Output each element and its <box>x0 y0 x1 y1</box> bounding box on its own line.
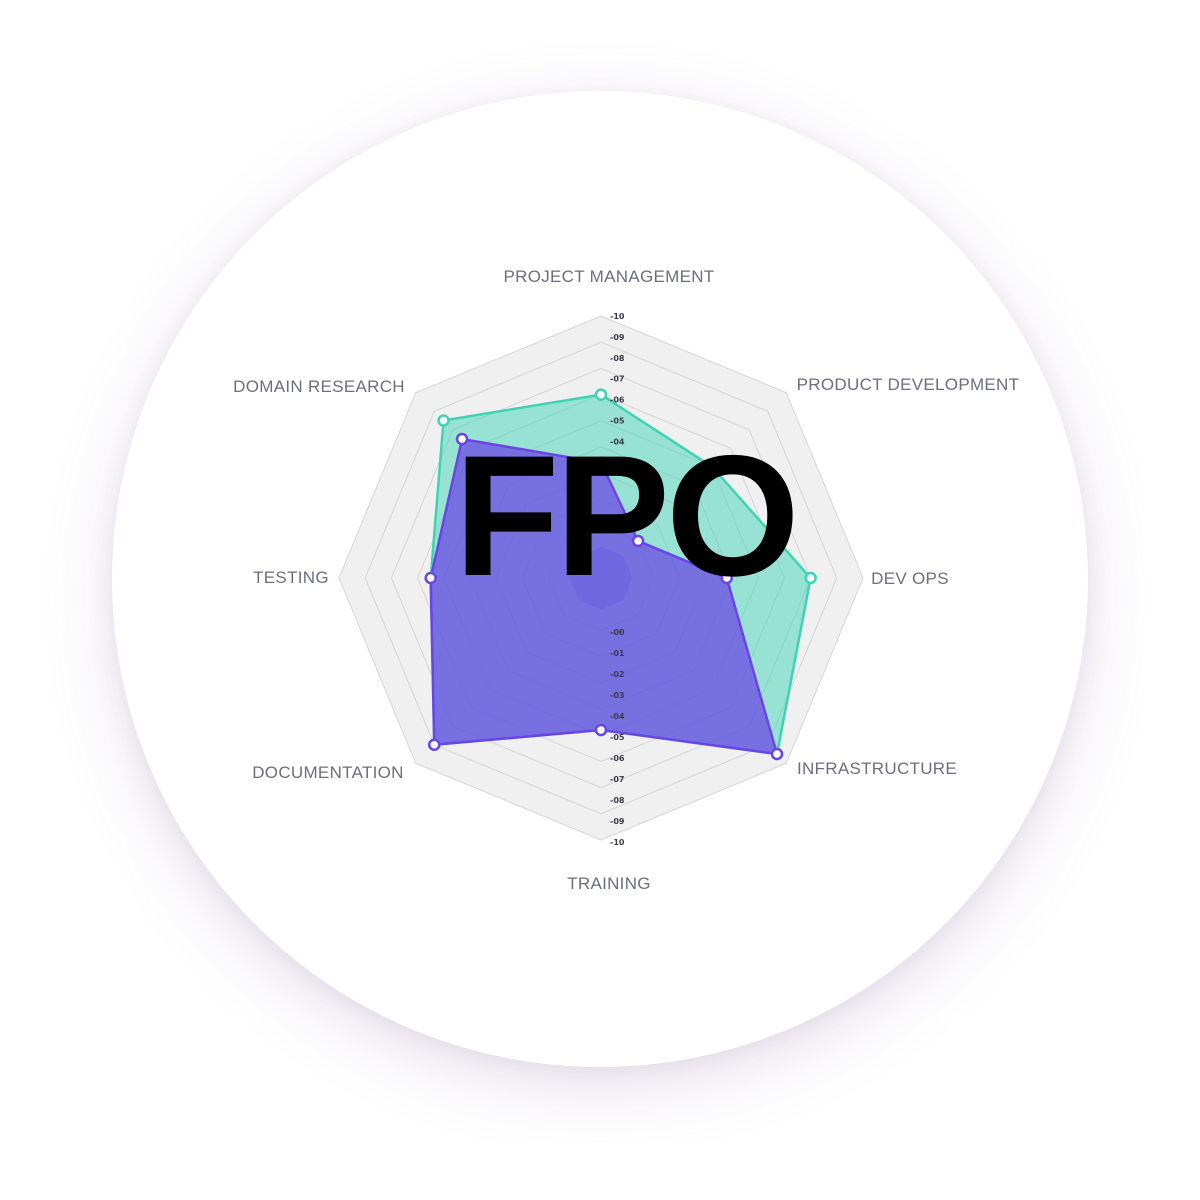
tick-label: -01 <box>610 649 625 658</box>
tick-label: -06 <box>610 396 625 405</box>
series-teal-point <box>594 388 608 401</box>
tick-label: -04 <box>610 712 625 721</box>
tick-label: -09 <box>610 817 625 826</box>
axis-label: PRODUCT DEVELOPMENT <box>797 375 1020 394</box>
axis-label: DOCUMENTATION <box>252 763 404 782</box>
tick-label: -00 <box>610 628 625 637</box>
tick-label: -09 <box>610 333 625 342</box>
series-purple-point <box>455 432 469 446</box>
tick-label: -08 <box>610 796 625 805</box>
series-purple-point <box>720 571 734 585</box>
axis-label: DOMAIN RESEARCH <box>233 377 405 396</box>
series-purple-point <box>594 723 608 737</box>
tick-label: -10 <box>610 838 625 847</box>
axis-label: PROJECT MANAGEMENT <box>504 267 715 286</box>
tick-label: -02 <box>610 670 624 679</box>
series-purple-point <box>631 534 645 548</box>
tick-label: -07 <box>610 375 624 384</box>
series-teal-point <box>437 414 450 427</box>
tick-label: -04 <box>610 437 625 446</box>
series-purple-point <box>770 747 784 761</box>
series-teal-point <box>705 460 719 474</box>
tick-label: -08 <box>610 354 625 363</box>
radar-series <box>424 388 817 761</box>
tick-label: -10 <box>610 312 625 321</box>
tick-label: -05 <box>610 417 625 426</box>
axis-label: TESTING <box>253 568 329 587</box>
series-purple-point <box>428 738 441 751</box>
fpo-watermark: FPO <box>454 420 800 612</box>
series-teal-point <box>804 571 817 585</box>
tick-label: -05 <box>610 733 625 742</box>
axis-labels: PROJECT MANAGEMENT PRODUCT DEVELOPMENT DEV… <box>233 267 1019 893</box>
axis-label: DEV OPS <box>871 569 949 588</box>
tick-label: -06 <box>610 754 625 763</box>
series-purple-point <box>424 571 437 585</box>
tick-label: -03 <box>610 691 624 700</box>
tick-label: -07 <box>610 775 624 784</box>
tick-labels: -10 -09 -08 -07 -06 -05 -04 -00 -01 -02 -03 -04 -05 -… <box>610 312 625 847</box>
axis-label: INFRASTRUCTURE <box>797 759 957 778</box>
axis-label: TRAINING <box>567 874 651 893</box>
series-purple-point <box>594 456 608 469</box>
